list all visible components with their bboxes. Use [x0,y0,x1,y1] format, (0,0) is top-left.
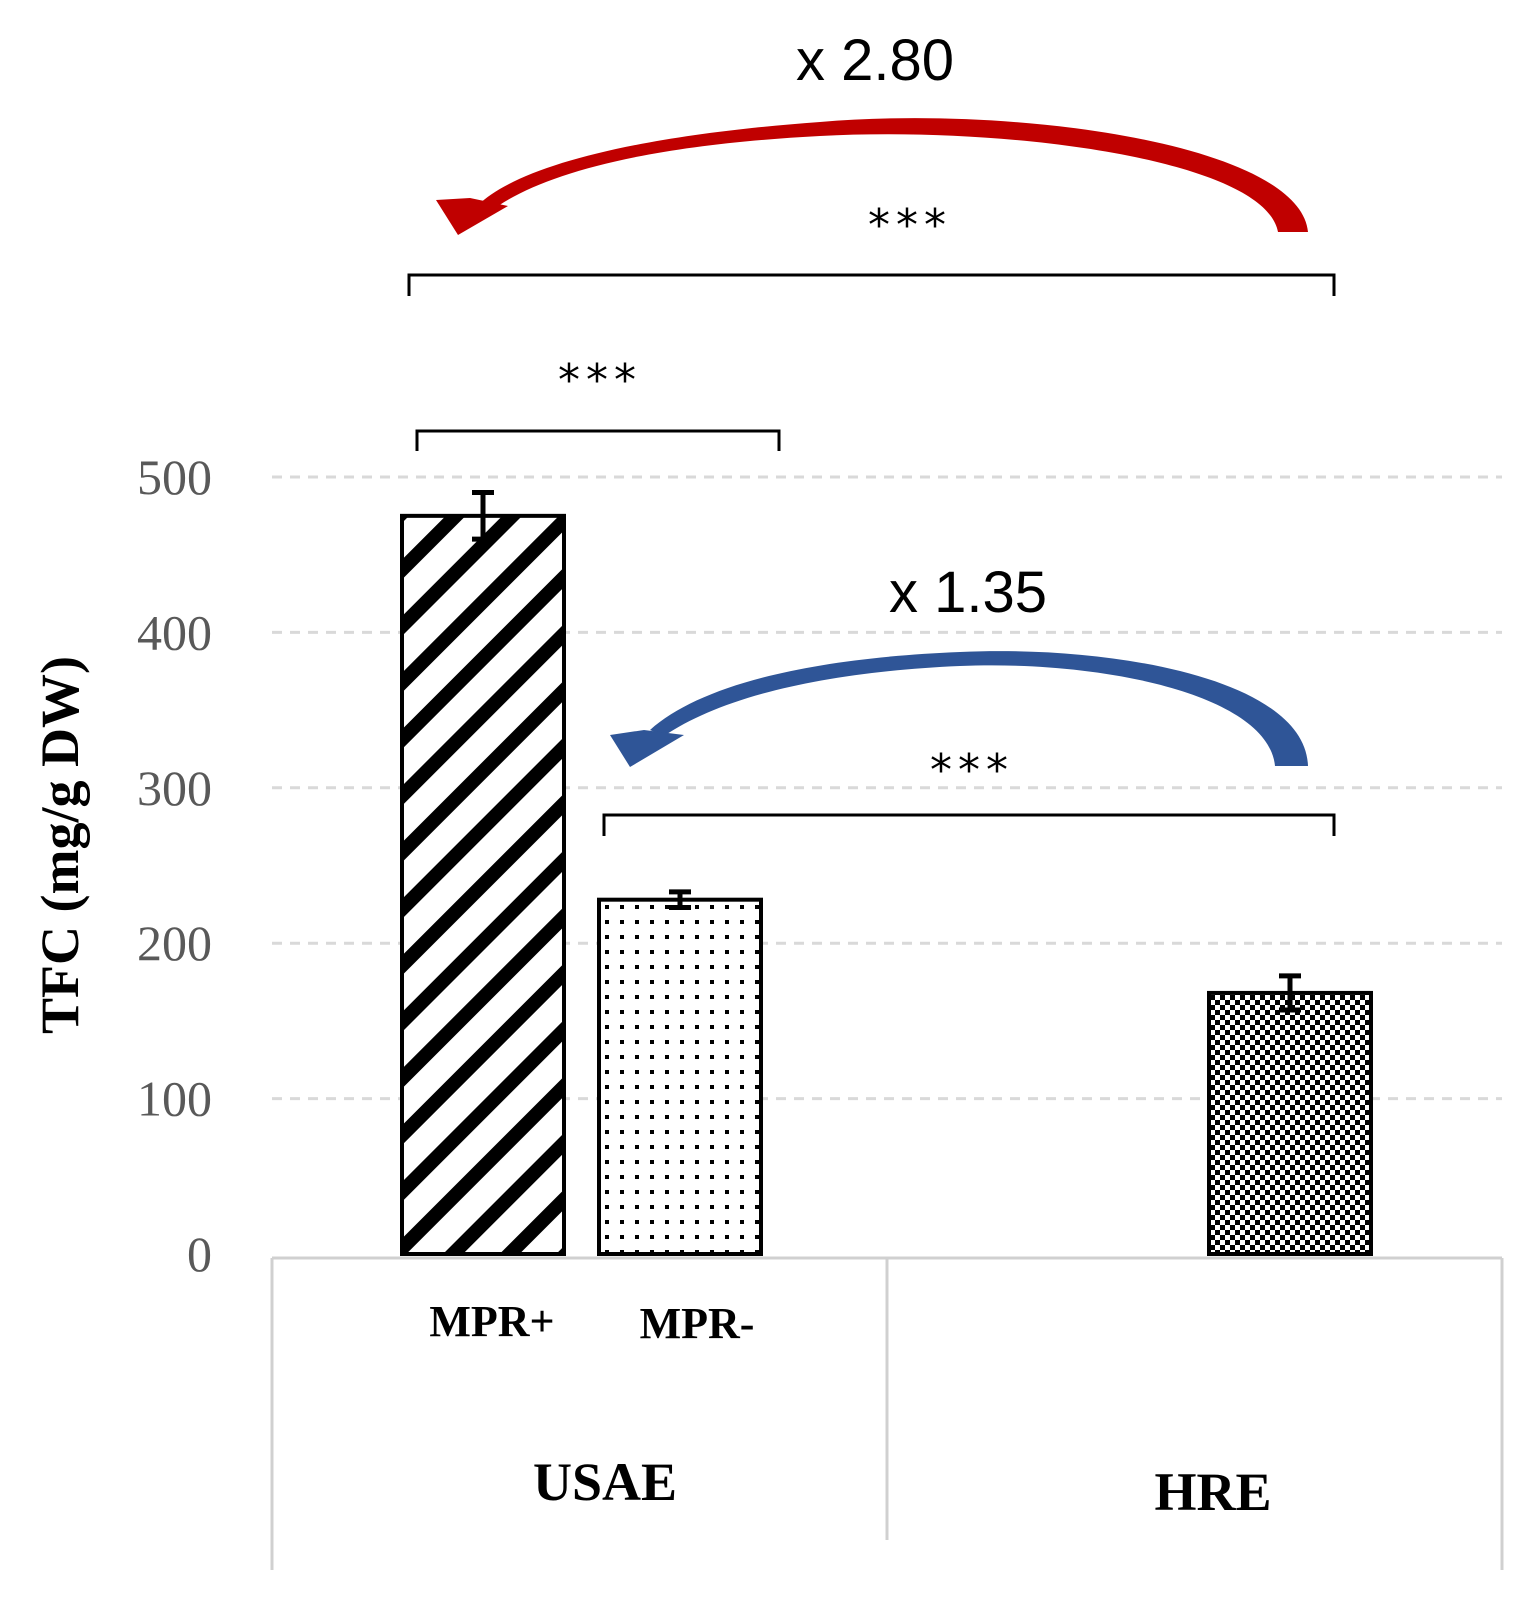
bracket-mprminus-hre [602,813,1336,836]
significance-brackets [407,273,1336,836]
category-axis [270,1256,1504,1570]
significance-stars-usae: *** [558,355,642,406]
y-tick-label-0: 0 [187,1226,212,1282]
fold-change-arrow-red [436,118,1308,235]
error-bar-2 [1279,973,1301,1013]
group-label-hre: HRE [1154,1462,1271,1522]
category-label-mpr-plus: MPR+ [429,1297,554,1346]
group-label-usae: USAE [533,1452,677,1512]
fold-change-label-blue: x 1.35 [889,560,1047,625]
bracket-mprplus-mprminus [415,429,781,451]
bar-mpr-plus [400,513,566,1256]
error-bar-0 [472,490,494,542]
fold-change-arrow-blue [610,651,1308,767]
bracket-mprplus-hre [407,273,1336,296]
category-label-mpr-minus: MPR- [640,1299,755,1348]
y-tick-label-300: 300 [137,760,212,816]
y-tick-label-400: 400 [137,604,212,660]
y-axis-label: TFC (mg/g DW) [30,656,90,1034]
y-tick-label-200: 200 [137,915,212,971]
y-tick-label-100: 100 [137,1071,212,1127]
y-axis-ticks: 0 100 200 300 400 500 [137,449,212,1282]
error-bar-1 [669,889,691,910]
fold-change-label-red: x 2.80 [796,28,954,93]
significance-stars-top: *** [868,200,952,251]
bar-mpr-minus [597,897,763,1256]
bar-hre [1207,990,1373,1256]
significance-stars-lower: *** [930,745,1014,796]
bars [400,490,1373,1256]
y-tick-label-500: 500 [137,449,212,505]
